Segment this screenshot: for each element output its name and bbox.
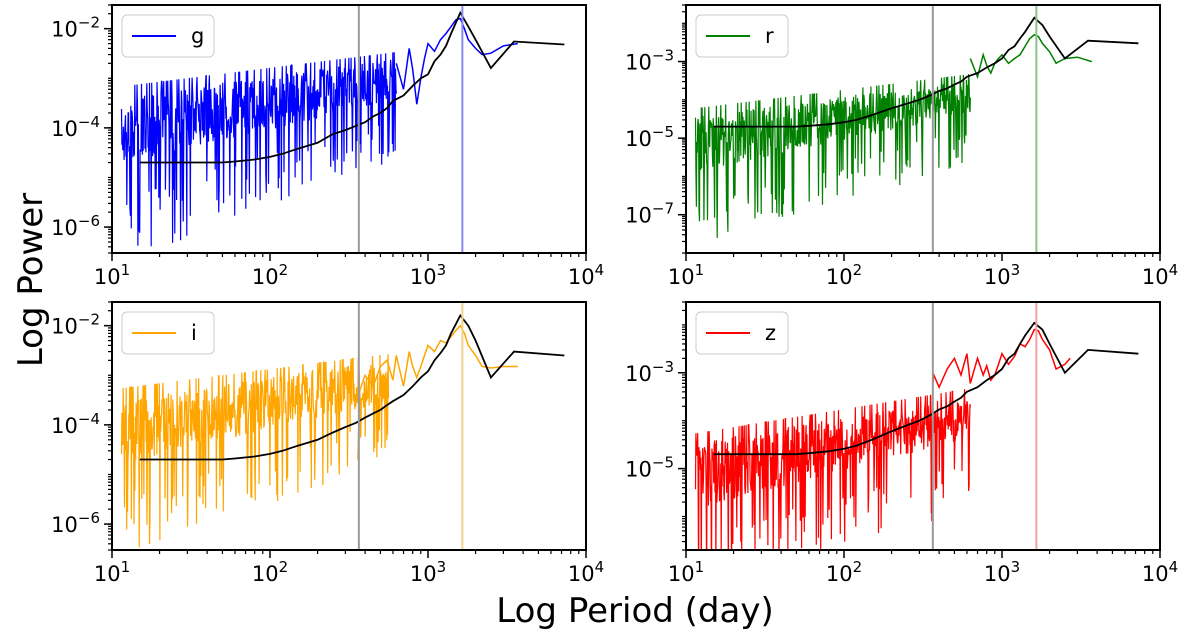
x-tick-label: 101 [668, 261, 704, 289]
x-tick-label: 103 [984, 261, 1020, 289]
y-tick-label: 10−5 [625, 454, 674, 482]
panel-z: 101 102 103 104 10−5 10−3 z [625, 301, 1178, 586]
x-tick-label: 101 [94, 558, 130, 586]
x-tick-label: 102 [252, 261, 288, 289]
x-tick-label: 101 [668, 558, 704, 586]
plot-area-i [120, 302, 565, 550]
axes-frame-i [111, 301, 587, 551]
legend-i: i [121, 311, 215, 355]
x-tick-label: 103 [984, 558, 1020, 586]
plot-area-z [694, 302, 1139, 550]
legend-r: r [695, 14, 789, 58]
model-line-z [713, 321, 1139, 456]
axes-frame-z [685, 301, 1161, 551]
periodogram-noise-i [120, 353, 390, 548]
plot-area-r [694, 5, 1139, 253]
band-line-g [395, 17, 518, 105]
x-tick-label: 102 [252, 558, 288, 586]
legend-label-z: z [765, 321, 776, 345]
x-tick-label: 103 [410, 558, 446, 586]
y-tick-label: 10−6 [51, 509, 100, 537]
periodogram-noise-g [120, 52, 397, 247]
axes-frame-r [685, 4, 1161, 254]
panel-g: 101 102 103 104 10−6 10−4 10−2 g [51, 4, 604, 289]
band-line-i [357, 324, 518, 460]
panel-r: 101 102 103 104 10−7 10−5 10−3 r [625, 4, 1178, 289]
y-tick-label: 10−4 [51, 410, 100, 438]
x-axis-title: Log Period (day) [496, 591, 773, 631]
legend-label-g: g [191, 24, 204, 48]
x-tick-label: 102 [826, 558, 862, 586]
axes-frame-g [111, 4, 587, 254]
x-tick-label: 104 [568, 558, 604, 586]
x-tick-label: 103 [410, 261, 446, 289]
y-tick-label: 10−5 [625, 123, 674, 151]
y-tick-label: 10−7 [625, 200, 674, 228]
y-tick-label: 10−2 [51, 311, 100, 339]
x-tick-label: 104 [568, 261, 604, 289]
legend-label-r: r [765, 24, 774, 48]
plot-area-g [120, 5, 565, 253]
x-tick-label: 101 [94, 261, 130, 289]
y-tick-label: 10−6 [51, 212, 100, 240]
y-tick-label: 10−3 [625, 358, 674, 386]
y-tick-label: 10−3 [625, 47, 674, 75]
legend-g: g [121, 14, 215, 58]
band-line-r [969, 33, 1093, 80]
panel-i: 101 102 103 104 10−6 10−4 10−2 i [51, 301, 604, 586]
x-tick-label: 102 [826, 261, 862, 289]
x-tick-label: 104 [1142, 558, 1178, 586]
panels: 101 102 103 104 10−6 10−4 10−2 g 101 102 103 104 10−… [51, 4, 1178, 586]
band-line-z [931, 328, 1071, 522]
legend-z: z [695, 311, 789, 355]
y-tick-label: 10−4 [51, 113, 100, 141]
periodogram-noise-z [694, 389, 971, 550]
periodogram-noise-r [694, 74, 971, 239]
x-tick-label: 104 [1142, 261, 1178, 289]
model-line-i [139, 313, 565, 461]
model-line-g [139, 10, 565, 164]
model-line-r [713, 16, 1139, 128]
y-axis-title: Log Power [11, 193, 51, 367]
legend-label-i: i [191, 321, 197, 345]
y-tick-label: 10−2 [51, 14, 100, 42]
